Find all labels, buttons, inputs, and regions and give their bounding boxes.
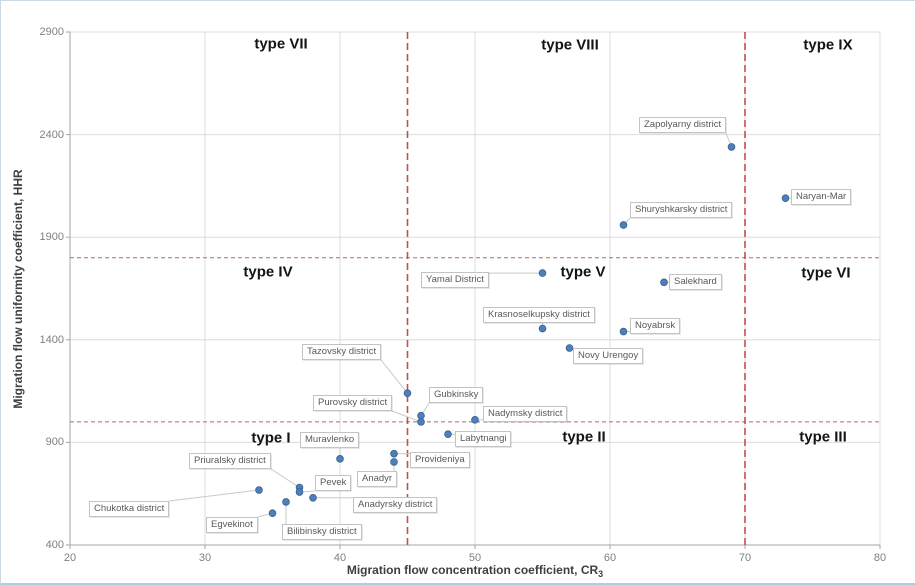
data-point bbox=[538, 324, 547, 333]
data-point-label: Priuralsky district bbox=[189, 453, 271, 469]
data-point-label: Provideniya bbox=[410, 452, 470, 468]
zone-label: type IV bbox=[243, 263, 293, 281]
data-point-label: Novy Urengoy bbox=[573, 348, 644, 364]
data-point bbox=[255, 486, 263, 494]
data-point-label: Shuryshkarsky district bbox=[630, 202, 733, 218]
data-point bbox=[660, 278, 668, 287]
data-point-label: Nadymsky district bbox=[483, 406, 568, 422]
data-point bbox=[268, 509, 277, 517]
y-tick-label: 400 bbox=[45, 539, 64, 551]
zone-label: type VIII bbox=[541, 36, 599, 54]
zone-label: type II bbox=[562, 428, 606, 446]
data-point bbox=[727, 143, 736, 151]
data-point-label: Salekhard bbox=[669, 274, 722, 290]
x-axis-title-text: Migration flow concentration coefficient… bbox=[346, 562, 599, 577]
y-tick-label: 1900 bbox=[39, 231, 64, 244]
y-tick-label: 2400 bbox=[39, 128, 64, 141]
data-point-label: Labytnangi bbox=[455, 431, 512, 447]
data-point-label: Krasnoselkupsky district bbox=[483, 307, 595, 323]
data-point-label: Purovsky district bbox=[313, 395, 393, 411]
data-point-label: Noyabrsk bbox=[630, 318, 681, 334]
x-axis-title: Migration flow concentration coefficient… bbox=[347, 563, 603, 579]
data-point-label: Pevek bbox=[315, 475, 352, 491]
data-point-label: Tazovsky district bbox=[302, 344, 382, 360]
zone-label: type VI bbox=[801, 264, 851, 282]
data-point-label: Yamal District bbox=[421, 272, 489, 288]
x-tick-label: 40 bbox=[333, 552, 347, 564]
data-point bbox=[619, 221, 628, 229]
data-point bbox=[471, 416, 479, 424]
y-tick-label: 1400 bbox=[39, 333, 64, 346]
zone-label: type VII bbox=[254, 35, 308, 53]
data-point-label: Anadyr bbox=[357, 471, 398, 487]
data-point bbox=[336, 455, 344, 463]
data-point bbox=[390, 449, 398, 458]
zone-label: type IX bbox=[803, 36, 853, 54]
y-tick-label: 2900 bbox=[39, 26, 64, 38]
x-tick-label: 30 bbox=[198, 552, 212, 564]
data-point bbox=[444, 430, 452, 438]
x-tick-label: 60 bbox=[603, 552, 617, 564]
data-point-label: Egvekinot bbox=[206, 517, 258, 533]
data-point bbox=[781, 194, 790, 203]
label-leader-line bbox=[391, 410, 422, 423]
data-point-label: Naryan-Mar bbox=[791, 189, 852, 205]
zone-label: type I bbox=[251, 429, 291, 447]
x-tick-label: 50 bbox=[468, 552, 482, 564]
data-point-label: Bilibinsky district bbox=[282, 524, 362, 540]
label-leader-line bbox=[168, 489, 260, 502]
y-tick-label: 900 bbox=[45, 436, 64, 449]
zone-label: type III bbox=[799, 428, 847, 446]
zone-label: type V bbox=[560, 263, 606, 281]
data-point-label: Muravlenko bbox=[300, 432, 360, 448]
data-point-label: Anadyrsky district bbox=[353, 497, 438, 513]
data-point bbox=[282, 498, 290, 506]
x-tick-label: 80 bbox=[873, 552, 887, 564]
data-point-label: Chukotka district bbox=[89, 501, 170, 517]
data-point bbox=[619, 327, 628, 336]
data-point bbox=[309, 494, 317, 502]
label-leader-line bbox=[270, 468, 300, 488]
x-tick-label: 70 bbox=[738, 552, 752, 564]
data-point-label: Zapolyarny district bbox=[639, 117, 727, 133]
data-point-label: Gubkinsky bbox=[429, 387, 484, 403]
x-axis-title-subscript: 3 bbox=[598, 569, 604, 580]
data-point bbox=[538, 269, 547, 277]
data-point bbox=[565, 344, 574, 352]
data-point bbox=[390, 458, 398, 466]
label-leader-line bbox=[380, 359, 408, 394]
data-point bbox=[403, 389, 412, 397]
data-point bbox=[295, 488, 304, 496]
x-tick-label: 20 bbox=[63, 552, 77, 564]
y-axis-title: Migration flow uniformity coefficient, H… bbox=[11, 169, 25, 409]
data-point bbox=[417, 418, 425, 426]
